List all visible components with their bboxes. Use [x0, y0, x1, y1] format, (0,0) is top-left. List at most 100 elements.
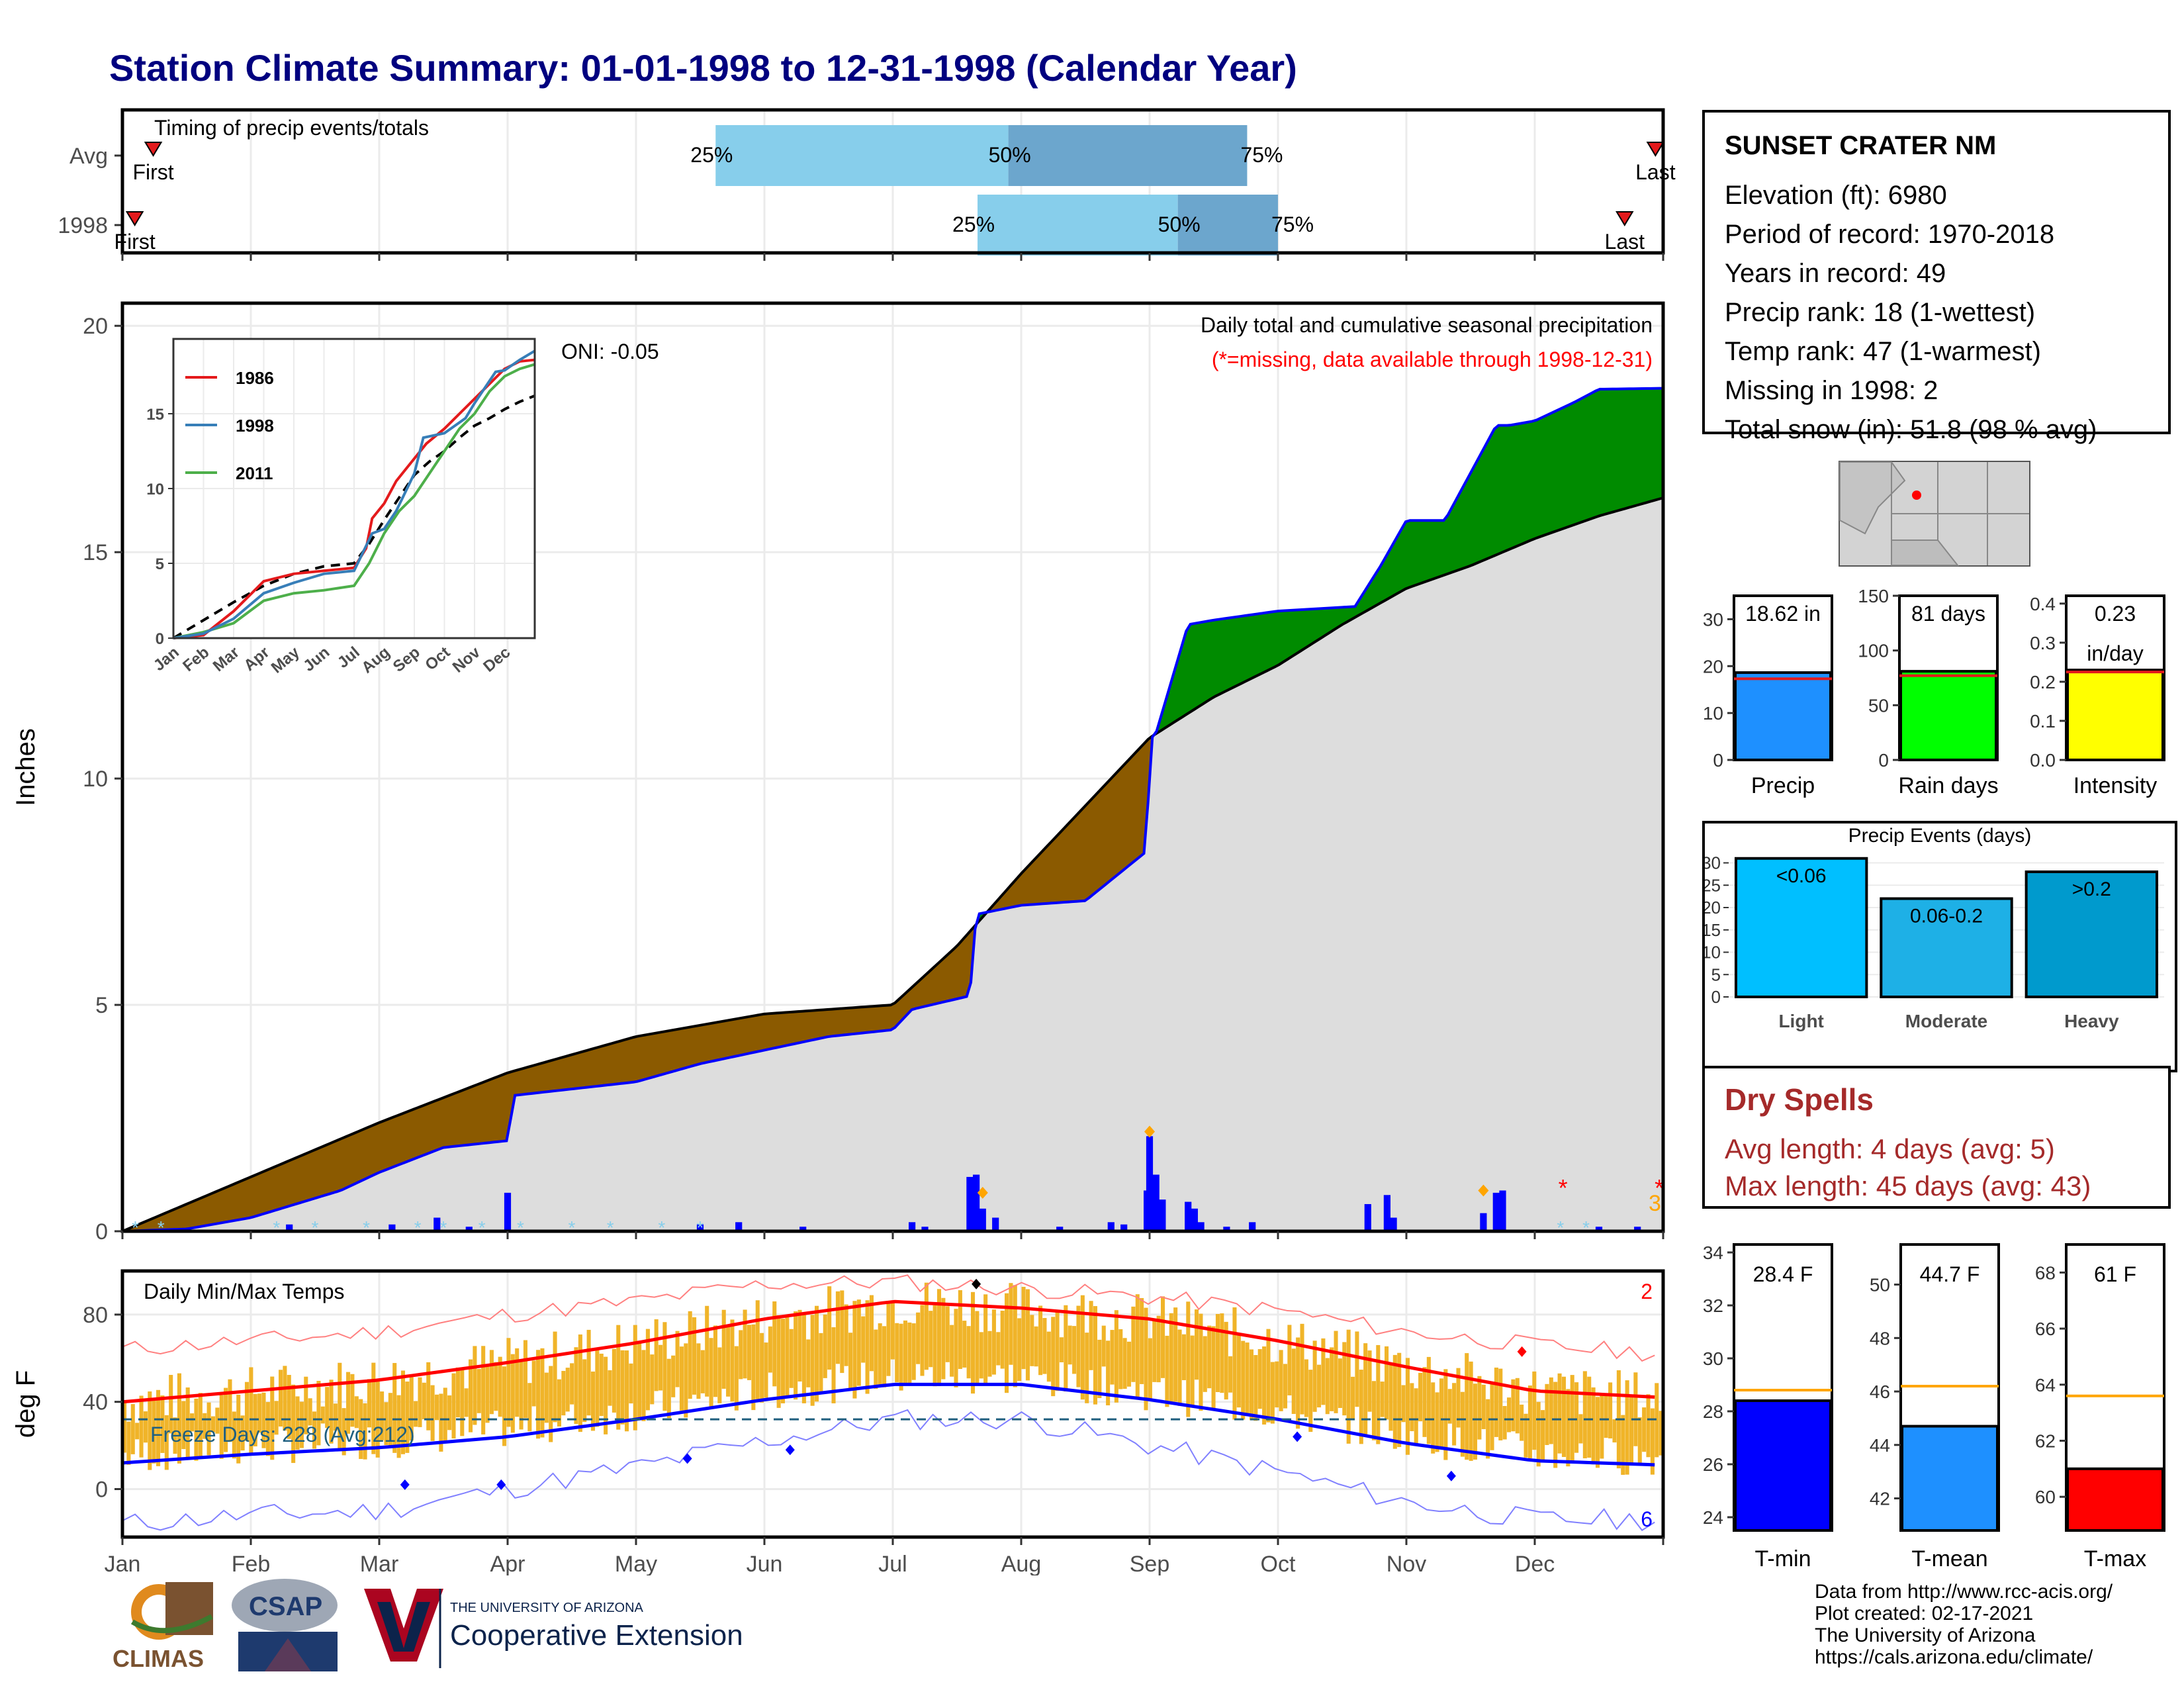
daily-temp-bar — [954, 1309, 958, 1387]
daily-temp-bar — [1587, 1376, 1592, 1458]
daily-temp-bar — [1566, 1389, 1570, 1467]
daily-temp-bar — [261, 1392, 266, 1448]
daily-temp-bar — [1515, 1378, 1520, 1434]
daily-temp-bar — [996, 1332, 1001, 1366]
daily-temp-bar — [570, 1363, 574, 1405]
daily-temp-bar — [169, 1375, 173, 1434]
snow-day-marker: * — [440, 1217, 447, 1238]
daily-temp-bar — [1549, 1377, 1553, 1444]
timing-label-50: 50% — [989, 143, 1031, 167]
daily-temp-bar — [232, 1411, 236, 1459]
daily-temp-bar — [624, 1350, 629, 1432]
daily-temp-bar — [1481, 1384, 1486, 1429]
daily-temp-bar — [422, 1382, 426, 1420]
daily-temp-bar — [1089, 1301, 1093, 1370]
inset-avg-line — [172, 395, 535, 639]
daily-temp-bar — [831, 1327, 836, 1403]
daily-temp-bar — [536, 1350, 541, 1439]
daily-temp-bar — [1283, 1364, 1288, 1409]
temp-bar-tick-label: 64 — [2035, 1375, 2056, 1395]
daily-temp-bar — [1486, 1399, 1490, 1459]
daily-precip-bar — [966, 1176, 974, 1231]
daily-temp-bar — [983, 1294, 988, 1384]
daily-temp-bar — [692, 1317, 697, 1395]
daily-temp-bar — [785, 1317, 790, 1397]
daily-temp-bar — [1405, 1358, 1410, 1455]
mini-bar-tick-label: 0.2 — [2030, 672, 2056, 692]
daily-temp-bar — [531, 1360, 536, 1407]
daily-precip-bar — [286, 1224, 293, 1231]
month-tick-label: Nov — [1387, 1552, 1426, 1575]
precip-y-tick-label: 5 — [95, 993, 108, 1018]
daily-temp-bar — [160, 1395, 165, 1453]
daily-temp-bar — [604, 1356, 608, 1434]
daily-temp-bar — [1021, 1286, 1026, 1370]
daily-precip-bar — [465, 1227, 473, 1231]
daily-temp-bar — [515, 1348, 520, 1417]
temp-bar-label: T-min — [1755, 1546, 1811, 1571]
daily-temp-bar — [1190, 1335, 1195, 1405]
daily-temp-bar — [1388, 1364, 1393, 1431]
daily-temp-bar — [1038, 1305, 1043, 1376]
daily-temp-bar — [164, 1415, 169, 1470]
daily-temp-bar — [278, 1370, 283, 1427]
daily-temp-bar — [1245, 1342, 1250, 1417]
timing-panel: Timing of precip events/totals 25% 50% 75% F… — [58, 108, 1676, 261]
daily-temp-bar — [502, 1366, 507, 1446]
daily-temp-bar — [414, 1401, 418, 1427]
station-info-line: Missing in 1998: 2 — [1725, 376, 1938, 405]
daily-temp-bar — [1181, 1334, 1186, 1380]
daily-temp-bar — [1177, 1329, 1182, 1406]
timing-bar-25-50 — [715, 125, 1009, 186]
daily-temp-bar — [130, 1404, 135, 1454]
daily-temp-bar — [721, 1309, 726, 1389]
snow-day-marker: * — [312, 1217, 319, 1238]
snow-marker — [1144, 1125, 1155, 1138]
temp-bar-tick-label: 30 — [1703, 1348, 1723, 1369]
daily-temp-bar — [856, 1299, 861, 1386]
daily-temp-bar — [945, 1306, 950, 1362]
daily-temp-bar — [1351, 1376, 1355, 1420]
temp-bar-value — [1901, 1425, 1999, 1532]
events-tick-label: 5 — [1711, 964, 1721, 984]
daily-temp-bar — [979, 1332, 983, 1379]
daily-temp-bar — [1106, 1340, 1111, 1405]
daily-temp-bar — [950, 1325, 954, 1377]
daily-temp-bar — [844, 1304, 848, 1366]
daily-temp-bar — [1494, 1367, 1498, 1437]
daily-precip-bar — [696, 1224, 704, 1231]
daily-temp-bar — [1253, 1355, 1258, 1421]
daily-temp-bar — [392, 1363, 397, 1453]
daily-temp-bar — [1426, 1356, 1431, 1444]
daily-temp-bar — [498, 1356, 502, 1417]
daily-temp-bar — [1042, 1318, 1047, 1374]
daily-temp-bar — [464, 1388, 469, 1417]
daily-temp-bar — [991, 1309, 996, 1375]
temp-y-tick-label: 0 — [95, 1477, 108, 1503]
record-min-line — [122, 1409, 1655, 1532]
daily-temp-bar — [1025, 1289, 1030, 1381]
daily-temp-bar — [1236, 1335, 1241, 1408]
daily-temp-bar — [447, 1395, 452, 1430]
temp-bar-tick-label: 26 — [1703, 1454, 1723, 1475]
record-marker — [1517, 1346, 1527, 1357]
daily-temp-bar — [1646, 1394, 1651, 1458]
min-missing-count: 6 — [1641, 1507, 1653, 1531]
record-low-marker — [1293, 1431, 1302, 1442]
daily-temp-bar — [1511, 1379, 1516, 1432]
daily-temp-bar — [1279, 1350, 1283, 1411]
daily-precip-bar — [979, 1208, 986, 1231]
daily-temp-bar — [485, 1366, 490, 1423]
annual-precip-bars: 18.62 in 0 10 20 30 Precip 81 days 0 50 100 150 Rai… — [1703, 586, 2165, 798]
daily-temp-bar — [1169, 1313, 1173, 1403]
daily-temp-bar — [1009, 1283, 1013, 1365]
daily-temp-bar — [430, 1385, 435, 1441]
daily-temp-bar — [1199, 1313, 1203, 1411]
daily-temp-bar — [320, 1406, 325, 1424]
inset-legend-label: 2011 — [236, 463, 273, 483]
temp-bar-value — [1734, 1399, 1832, 1532]
mini-bar-tick-label: 30 — [1703, 609, 1723, 630]
daily-precip-bar — [921, 1227, 929, 1231]
daily-temp-bar — [764, 1342, 768, 1398]
daily-temp-bar — [574, 1347, 578, 1425]
